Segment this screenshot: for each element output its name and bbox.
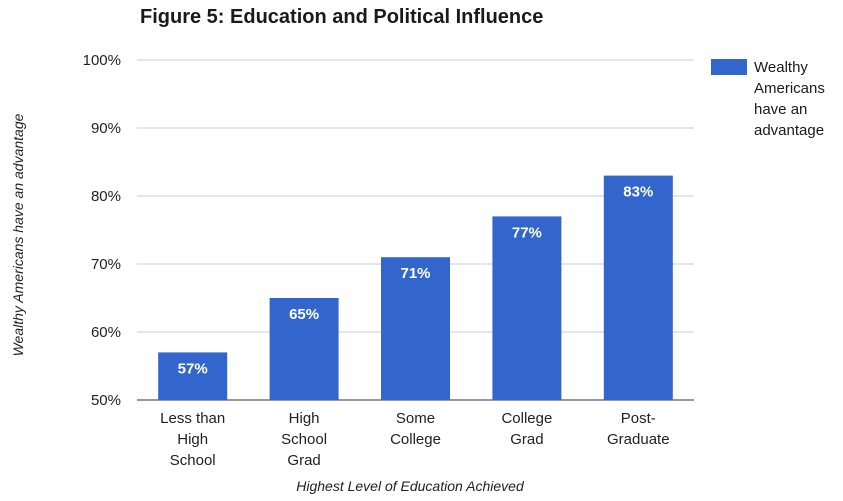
x-tick-label: Post-Graduate [607,410,670,448]
legend-line: have an [754,101,808,118]
chart-title: Figure 5: Education and Political Influe… [140,6,544,28]
x-axis-title: Highest Level of Education Achieved [296,478,524,494]
data-label: 77% [512,224,542,241]
bar [269,298,339,400]
x-tick-label: College Grad [501,410,552,448]
data-label: 65% [289,306,319,323]
tick-labels: 50% 60% 70% 80% 90% 100% Less than High School Hi… [83,52,670,469]
y-tick-label: 70% [91,256,121,273]
bar [158,352,228,400]
legend-line: advantage [754,122,825,139]
legend-label: Wealthy Americans have an advantage [754,57,843,141]
bars: 57% 65% 71% 77% 83% [158,175,673,400]
bar [603,175,673,400]
bar [381,257,450,400]
legend-line: Wealthy [754,59,808,76]
y-tick-label: 80% [91,188,121,205]
x-tick-label: High School Grad [281,410,327,469]
legend-swatch [711,59,747,75]
y-tick-label: 90% [91,120,121,137]
x-tick-label: Less than High School [160,410,225,469]
data-label: 83% [623,184,653,201]
legend-line: Americans [754,80,825,97]
y-tick-label: 100% [83,52,121,69]
data-label: 71% [400,265,430,282]
data-label: 57% [178,360,208,377]
bar [492,216,562,400]
y-tick-label: 60% [91,324,121,341]
y-tick-label: 50% [91,392,121,409]
x-tick-label: Some College [390,410,441,448]
